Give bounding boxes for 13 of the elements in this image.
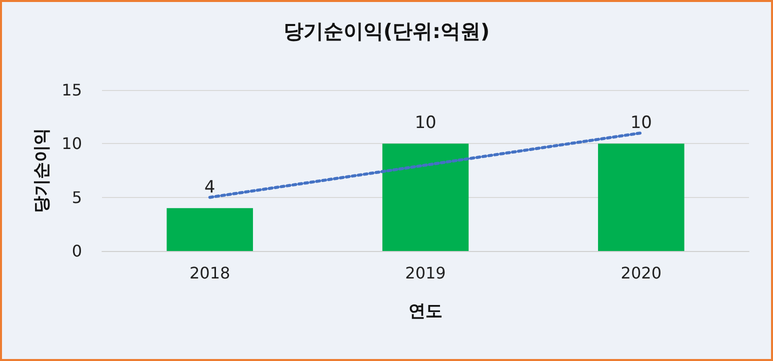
x-tick-label: 2020 — [620, 264, 662, 282]
x-axis-title: 연도 — [408, 302, 442, 322]
y-tick-label: 5 — [72, 188, 82, 207]
chart-title: 당기순이익(단위:억원) — [283, 19, 490, 43]
y-tick-label: 0 — [72, 242, 82, 260]
data-label: 10 — [414, 113, 436, 134]
data-label: 4 — [204, 178, 216, 198]
y-tick-label: 15 — [62, 80, 82, 100]
y-tick-label: 10 — [62, 134, 82, 154]
data-label: 10 — [630, 113, 652, 134]
y-axis-title: 당기순이익 — [32, 128, 52, 213]
x-tick-label: 2019 — [405, 264, 446, 282]
x-tick-label: 2018 — [189, 264, 230, 282]
